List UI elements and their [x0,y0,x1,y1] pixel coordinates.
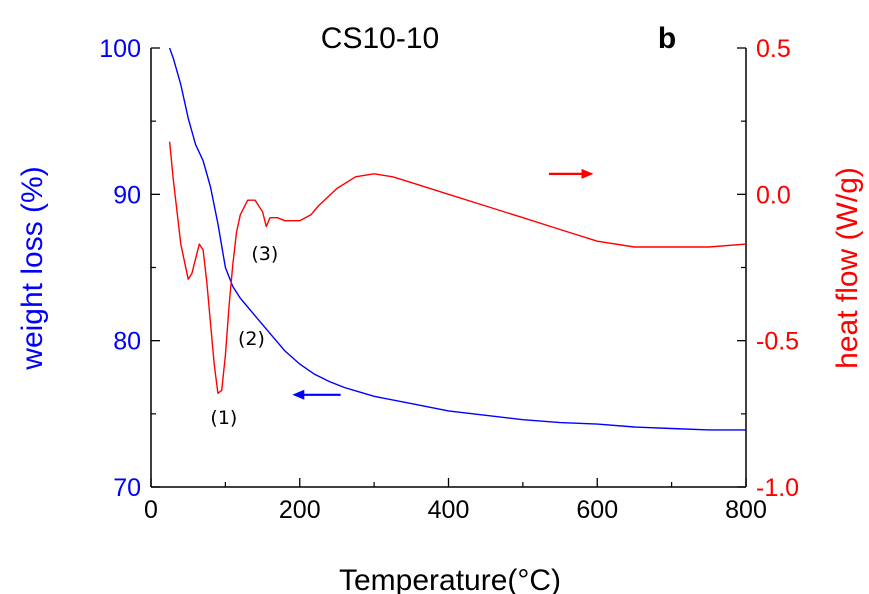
left-y-tick-label: 80 [113,328,141,356]
left-axis-arrow-head [292,389,305,400]
right-y-tick-label: 0.5 [756,35,791,63]
right-y-tick-label: 0.0 [756,181,791,209]
right-y-axis-label: heat flow (W/g) [831,167,864,369]
left-y-tick-label: 70 [113,474,141,502]
right-y-tick-label: -0.5 [756,328,799,356]
left-y-tick-label: 100 [99,35,141,63]
left-y-axis-label: weight loss (%) [16,166,49,370]
x-tick-label: 800 [725,496,767,524]
x-axis-label: Temperature(°C) [339,564,561,594]
panel-label: b [658,22,676,55]
chart-title: CS10-10 [321,22,439,55]
x-tick-label: 600 [576,496,618,524]
peak-annotation: (1) [210,407,237,429]
right-axis-arrow-head [581,168,594,179]
right-y-tick-label: -1.0 [756,474,799,502]
peak-annotation: (2) [238,328,265,350]
left-y-tick-label: 90 [113,181,141,209]
plot-area: 0 200 400 600 800 70 80 90 100 -1.0 -0.5 0.0 0.5 (1) (… [99,35,799,524]
weight-loss-line [168,47,746,431]
peak-annotation: (3) [251,243,278,265]
x-tick-label: 200 [279,496,321,524]
x-tick-label: 0 [144,496,158,524]
heat-flow-line [168,141,747,394]
x-tick-label: 400 [428,496,470,524]
